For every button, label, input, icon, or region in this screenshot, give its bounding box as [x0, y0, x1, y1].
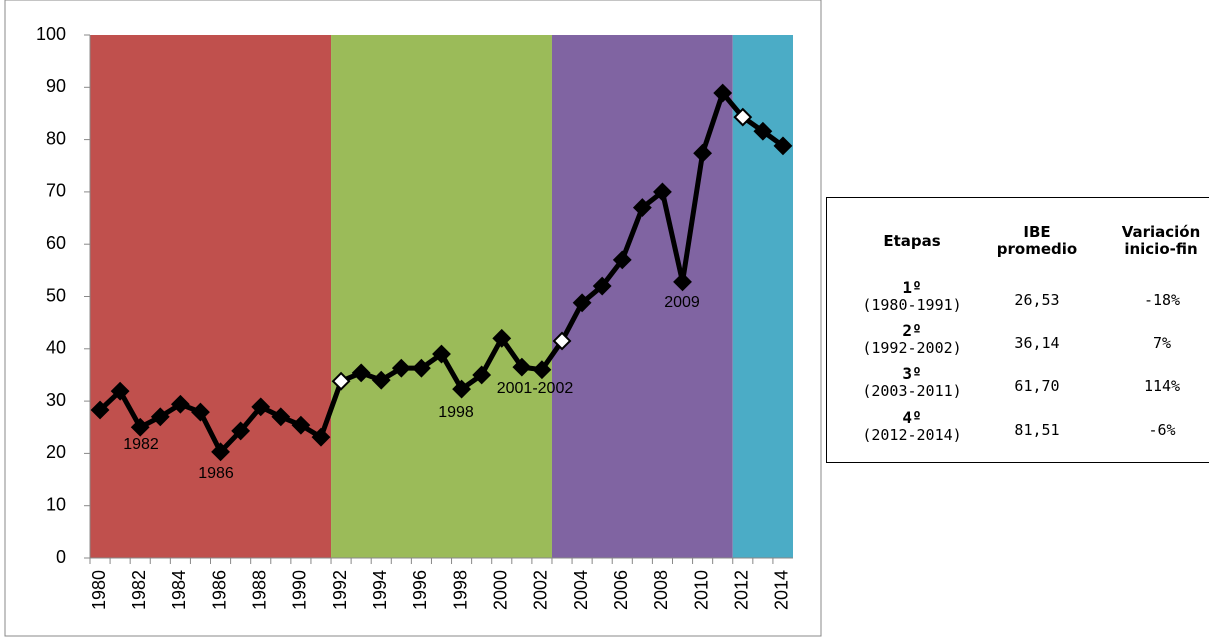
data-point [512, 357, 532, 377]
stage-years: (2003-2011) [862, 382, 962, 400]
stage-table: Etapas IBE promedio Variación inicio-fin… [826, 197, 1209, 463]
data-point [371, 370, 391, 390]
data-point [432, 344, 451, 364]
chart: 0 10 20 30 40 50 60 70 80 90 100 1980 1982 1984 1986 19… [4, 0, 822, 637]
annotation: 1998 [438, 404, 474, 421]
x-tick-label: 1980 [89, 570, 109, 610]
data-point [211, 442, 230, 462]
x-tick-label: 2010 [691, 570, 711, 610]
annotation: 1986 [198, 465, 234, 482]
y-tick-label: 0 [56, 547, 66, 567]
data-point [713, 83, 733, 103]
data-point [733, 107, 753, 127]
data-point [110, 381, 130, 401]
data-point [251, 397, 271, 417]
stage-band [90, 35, 332, 558]
annotation: 2009 [664, 294, 700, 311]
x-tick-label: 2002 [531, 570, 551, 610]
stage-band [331, 35, 552, 558]
x-tick-label: 1990 [290, 570, 310, 610]
data-point [351, 363, 371, 383]
x-tick-label: 2000 [491, 570, 511, 610]
x-tick-label: 1988 [249, 570, 269, 610]
data-point [552, 331, 572, 351]
data-point [472, 365, 492, 385]
y-tick-label: 30 [46, 390, 66, 410]
data-point [632, 198, 652, 218]
stage-number: 3º [902, 364, 922, 383]
data-point [170, 394, 190, 414]
data-point [693, 143, 713, 163]
ibe-average: 81,51 [1014, 421, 1060, 439]
x-tick-label: 1996 [410, 570, 430, 610]
x-tick-label: 1994 [370, 570, 390, 610]
data-point [673, 272, 692, 292]
data-point [773, 136, 793, 156]
variation: 114% [1143, 377, 1181, 395]
x-tick-label: 1992 [330, 570, 350, 610]
y-tick-label: 100 [36, 24, 66, 44]
stage-number: 4º [902, 408, 922, 427]
variation: -6% [1148, 421, 1176, 439]
y-tick-label: 90 [46, 76, 66, 96]
x-tick-label: 2012 [732, 570, 752, 610]
annotation: 1982 [123, 436, 159, 453]
data-point [492, 328, 512, 348]
data-point [191, 402, 210, 422]
annotation: 2001-2002 [497, 380, 574, 397]
y-tick-label: 20 [46, 442, 66, 462]
x-tick-label: 1986 [209, 570, 229, 610]
stage-number: 1º [902, 278, 922, 297]
data-point [612, 250, 632, 270]
x-tick-label: 1982 [129, 570, 149, 610]
variation: 7% [1152, 334, 1172, 352]
data-point [150, 407, 170, 427]
stage-years: (1992-2002) [862, 339, 962, 357]
x-tick-label: 2008 [651, 570, 671, 610]
data-point [391, 358, 411, 378]
table-header: Variación inicio-fin [1121, 223, 1201, 258]
stage-years: (1980-1991) [862, 296, 962, 314]
data-point [411, 358, 431, 378]
x-tick-label: 1984 [169, 570, 189, 610]
table-header: Etapas [883, 232, 941, 250]
chart-frame [4, 0, 822, 637]
data-point [572, 293, 592, 313]
x-tick-label: 2014 [772, 570, 792, 610]
data-point [271, 407, 291, 427]
y-tick-label: 70 [46, 181, 66, 201]
ibe-average: 61,70 [1014, 377, 1060, 395]
data-point [532, 360, 552, 380]
data-point [90, 400, 110, 420]
data-point [130, 417, 150, 437]
data-point [452, 379, 472, 399]
table-header: IBE promedio [996, 223, 1078, 258]
data-point [291, 415, 311, 435]
stage-number: 2º [902, 321, 922, 340]
y-tick-label: 80 [46, 128, 66, 148]
ibe-average: 36,14 [1014, 334, 1060, 352]
y-tick-label: 60 [46, 233, 66, 253]
data-point [231, 421, 251, 441]
y-tick-label: 10 [46, 494, 66, 514]
ibe-average: 26,53 [1014, 291, 1060, 309]
data-point [331, 371, 351, 391]
data-point [592, 276, 612, 296]
x-tick-label: 2004 [571, 570, 591, 610]
x-tick-label: 1998 [450, 570, 470, 610]
stage-years: (2012-2014) [862, 426, 962, 444]
y-tick-label: 40 [46, 338, 66, 358]
variation: -18% [1143, 291, 1181, 309]
y-tick-label: 50 [46, 285, 66, 305]
data-point [311, 427, 331, 447]
x-tick-label: 2006 [611, 570, 631, 610]
data-point [653, 182, 672, 202]
data-point [753, 121, 773, 141]
